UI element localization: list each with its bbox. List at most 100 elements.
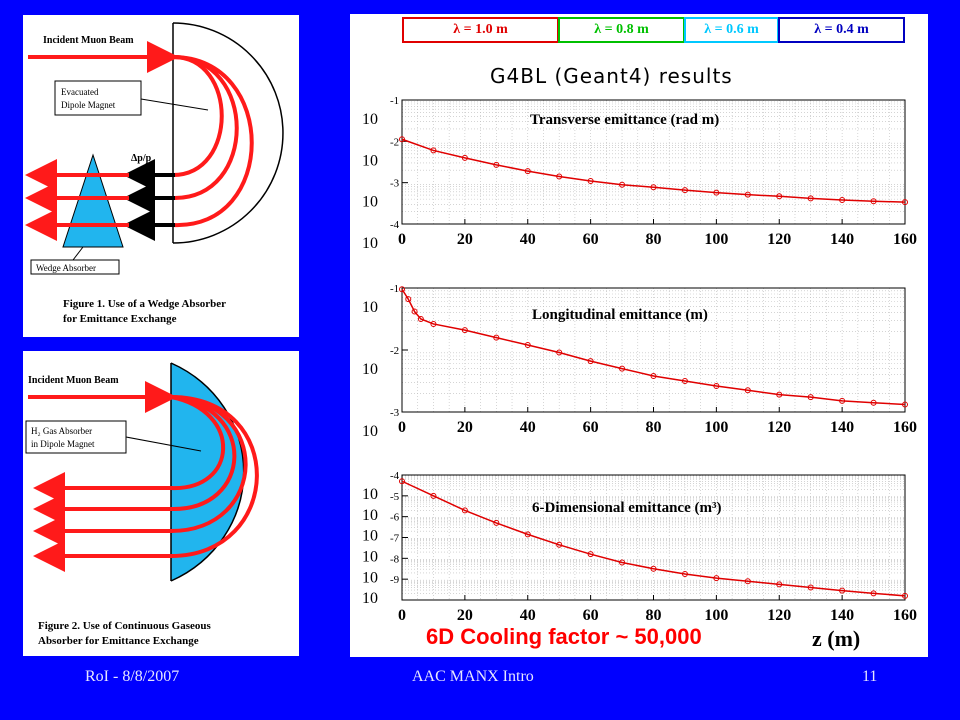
y-tick-label: 10	[362, 528, 378, 545]
data-point	[417, 316, 424, 322]
y-tick-exponent: -1	[390, 95, 399, 107]
x-tick-label: 160	[893, 419, 917, 436]
fig1-incident-label: Incident Muon Beam	[43, 35, 134, 46]
x-tick-label: 20	[457, 607, 473, 624]
data-point	[839, 397, 846, 404]
data-point	[524, 168, 531, 175]
data-point	[619, 559, 626, 566]
y-tick-exponent: -2	[390, 345, 399, 357]
footer-date: RoI - 8/8/2007	[85, 668, 180, 685]
y-tick-exponent: -4	[390, 470, 400, 482]
data-point	[493, 334, 500, 341]
y-tick-label: 10	[362, 590, 378, 607]
data-point	[556, 349, 563, 356]
data-point	[744, 387, 751, 394]
data-point	[461, 507, 468, 514]
x-tick-label: 40	[520, 607, 536, 624]
data-point	[556, 173, 563, 180]
data-point	[399, 136, 405, 143]
y-tick-label: 10	[362, 152, 378, 169]
x-tick-label: 160	[893, 231, 917, 248]
y-tick-label: 10	[362, 423, 378, 440]
data-point	[405, 296, 412, 303]
data-point	[650, 184, 657, 191]
data-point	[493, 519, 500, 526]
fig1-dp-label: Δp/p	[131, 153, 152, 164]
wedge-absorber-shape	[62, 153, 124, 248]
fig2-absorber-label-2: in Dipole Magnet	[31, 439, 95, 449]
y-tick-label: 10	[362, 235, 378, 252]
data-point	[713, 189, 720, 196]
x-tick-label: 80	[646, 607, 662, 624]
y-tick-label: 10	[362, 299, 378, 316]
data-point	[524, 531, 531, 538]
figure-1-panel: Incident Muon Beam Evacuated Dipole Magn…	[23, 15, 299, 337]
legend-label-1: λ = 0.8 m	[594, 22, 649, 37]
fig2-incident-label: Incident Muon Beam	[28, 375, 119, 386]
x-tick-label: 120	[767, 231, 791, 248]
series-line-0-0	[401, 138, 906, 203]
x-tick-label: 60	[583, 607, 599, 624]
y-tick-label: 10	[362, 194, 378, 211]
y-tick-exponent: -9	[390, 574, 400, 586]
data-point	[713, 382, 720, 389]
data-point	[902, 592, 908, 599]
legend-entry-3: λ = 0.4 m	[778, 17, 905, 43]
results-title: G4BL (Geant4) results	[490, 64, 733, 88]
x-tick-label: 100	[704, 607, 728, 624]
fig2-caption-2: Absorber for Emittance Exchange	[38, 635, 199, 647]
y-tick-label: 10	[362, 486, 378, 503]
x-tick-label: 20	[457, 419, 473, 436]
y-tick-exponent: -2	[390, 136, 399, 148]
chart-title-1: Longitudinal emittance (m)	[532, 307, 708, 323]
data-point	[524, 342, 531, 349]
legend-entry-2: λ = 0.6 m	[684, 17, 779, 43]
legend-label-2: λ = 0.6 m	[704, 22, 759, 37]
data-point	[744, 191, 751, 198]
footer-page-number: 11	[862, 668, 878, 685]
series-line-2-0	[401, 480, 906, 597]
fig1-magnet-shape	[172, 22, 284, 244]
x-tick-label: 140	[830, 419, 854, 436]
data-point	[870, 590, 877, 597]
fig1-magnet-label-1: Evacuated	[61, 87, 99, 97]
data-point	[619, 365, 626, 372]
data-point	[430, 492, 437, 499]
data-point	[650, 565, 657, 572]
data-point	[776, 193, 783, 200]
y-tick-exponent: -5	[390, 491, 400, 503]
x-tick-label: 60	[583, 419, 599, 436]
data-point	[744, 578, 751, 585]
data-point	[493, 161, 500, 168]
data-point	[619, 181, 626, 188]
data-point	[411, 308, 418, 315]
x-tick-label: 140	[830, 607, 854, 624]
x-tick-label: 100	[704, 231, 728, 248]
data-point	[399, 478, 405, 485]
fig1-caption-1: Figure 1. Use of a Wedge Absorber	[63, 298, 226, 310]
x-tick-label: 0	[398, 419, 406, 436]
y-tick-label: 10	[362, 361, 378, 378]
y-tick-label: 10	[362, 111, 378, 128]
data-point	[807, 584, 814, 591]
fig1-magnet-label-2: Dipole Magnet	[61, 100, 116, 110]
legend-label-0: λ = 1.0 m	[453, 22, 508, 37]
y-tick-exponent: -3	[390, 178, 400, 190]
x-axis-label: z (m)	[812, 626, 861, 651]
chart-title-2: 6-Dimensional emittance (m³)	[532, 500, 721, 516]
x-tick-label: 120	[767, 607, 791, 624]
y-tick-exponent: -6	[390, 512, 400, 524]
fig2-caption-1: Figure 2. Use of Continuous Gaseous	[38, 620, 211, 632]
data-point	[681, 187, 688, 194]
y-tick-exponent: -8	[390, 553, 400, 565]
data-point	[807, 394, 814, 401]
data-point	[902, 199, 908, 206]
x-tick-label: 160	[893, 607, 917, 624]
data-point	[902, 401, 908, 408]
data-point	[681, 378, 688, 384]
x-tick-label: 0	[398, 607, 406, 624]
cooling-factor-text: 6D Cooling factor ~ 50,000	[426, 624, 702, 649]
x-tick-label: 40	[520, 419, 536, 436]
data-point	[776, 581, 783, 588]
chart-title-0: Transverse emittance (rad m)	[530, 112, 719, 128]
